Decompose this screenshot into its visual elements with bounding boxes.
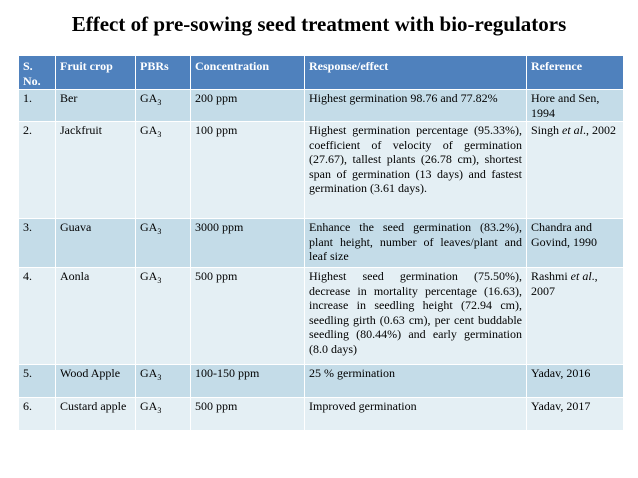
cell-concentration: 3000 ppm xyxy=(190,218,305,268)
cell-reference: Rashmi et al., 2007 xyxy=(526,267,624,365)
seed-treatment-table: S. No. Fruit crop PBRs Concentration Resp… xyxy=(18,55,624,431)
header-reference: Reference xyxy=(526,55,624,90)
cell-pbr: GA3 xyxy=(135,121,191,219)
header-sno: S. No. xyxy=(18,55,56,90)
table-row: 6. Custard apple GA3 500 ppm Improved ge… xyxy=(18,397,624,431)
header-concentration: Concentration xyxy=(190,55,305,90)
cell-concentration: 100-150 ppm xyxy=(190,364,305,398)
table-row: 1. Ber GA3 200 ppm Highest germination 9… xyxy=(18,89,624,122)
header-fruit-crop: Fruit crop xyxy=(55,55,136,90)
cell-response: Improved germination xyxy=(304,397,527,431)
cell-sno: 1. xyxy=(18,89,56,122)
cell-fruit-crop: Custard apple xyxy=(55,397,136,431)
cell-sno: 4. xyxy=(18,267,56,365)
table-row: 5. Wood Apple GA3 100-150 ppm 25 % germi… xyxy=(18,364,624,398)
cell-response: Enhance the seed germination (83.2%), pl… xyxy=(304,218,527,268)
cell-pbr: GA3 xyxy=(135,364,191,398)
cell-response: Highest seed germination (75.50%), decre… xyxy=(304,267,527,365)
cell-concentration: 100 ppm xyxy=(190,121,305,219)
header-pbrs: PBRs xyxy=(135,55,191,90)
cell-pbr: GA3 xyxy=(135,218,191,268)
cell-pbr: GA3 xyxy=(135,267,191,365)
cell-concentration: 500 ppm xyxy=(190,397,305,431)
cell-concentration: 200 ppm xyxy=(190,89,305,122)
table-header-row: S. No. Fruit crop PBRs Concentration Resp… xyxy=(18,55,624,90)
cell-fruit-crop: Ber xyxy=(55,89,136,122)
cell-fruit-crop: Wood Apple xyxy=(55,364,136,398)
table-row: 4. Aonla GA3 500 ppm Highest seed germin… xyxy=(18,267,624,365)
cell-reference: Yadav, 2017 xyxy=(526,397,624,431)
cell-fruit-crop: Jackfruit xyxy=(55,121,136,219)
header-response: Response/effect xyxy=(304,55,527,90)
cell-sno: 3. xyxy=(18,218,56,268)
page-title: Effect of pre-sowing seed treatment with… xyxy=(71,12,567,36)
cell-sno: 6. xyxy=(18,397,56,431)
cell-response: 25 % germination xyxy=(304,364,527,398)
cell-reference: Hore and Sen, 1994 xyxy=(526,89,624,122)
cell-reference: Chandra and Govind, 1990 xyxy=(526,218,624,268)
cell-sno: 2. xyxy=(18,121,56,219)
cell-fruit-crop: Guava xyxy=(55,218,136,268)
cell-pbr: GA3 xyxy=(135,397,191,431)
cell-concentration: 500 ppm xyxy=(190,267,305,365)
cell-pbr: GA3 xyxy=(135,89,191,122)
table-row: 3. Guava GA3 3000 ppm Enhance the seed g… xyxy=(18,218,624,268)
cell-reference: Singh et al., 2002 xyxy=(526,121,624,219)
cell-fruit-crop: Aonla xyxy=(55,267,136,365)
cell-response: Highest germination percentage (95.33%),… xyxy=(304,121,527,219)
cell-sno: 5. xyxy=(18,364,56,398)
table-row: 2. Jackfruit GA3 100 ppm Highest germina… xyxy=(18,121,624,219)
cell-reference: Yadav, 2016 xyxy=(526,364,624,398)
cell-response: Highest germination 98.76 and 77.82% xyxy=(304,89,527,122)
